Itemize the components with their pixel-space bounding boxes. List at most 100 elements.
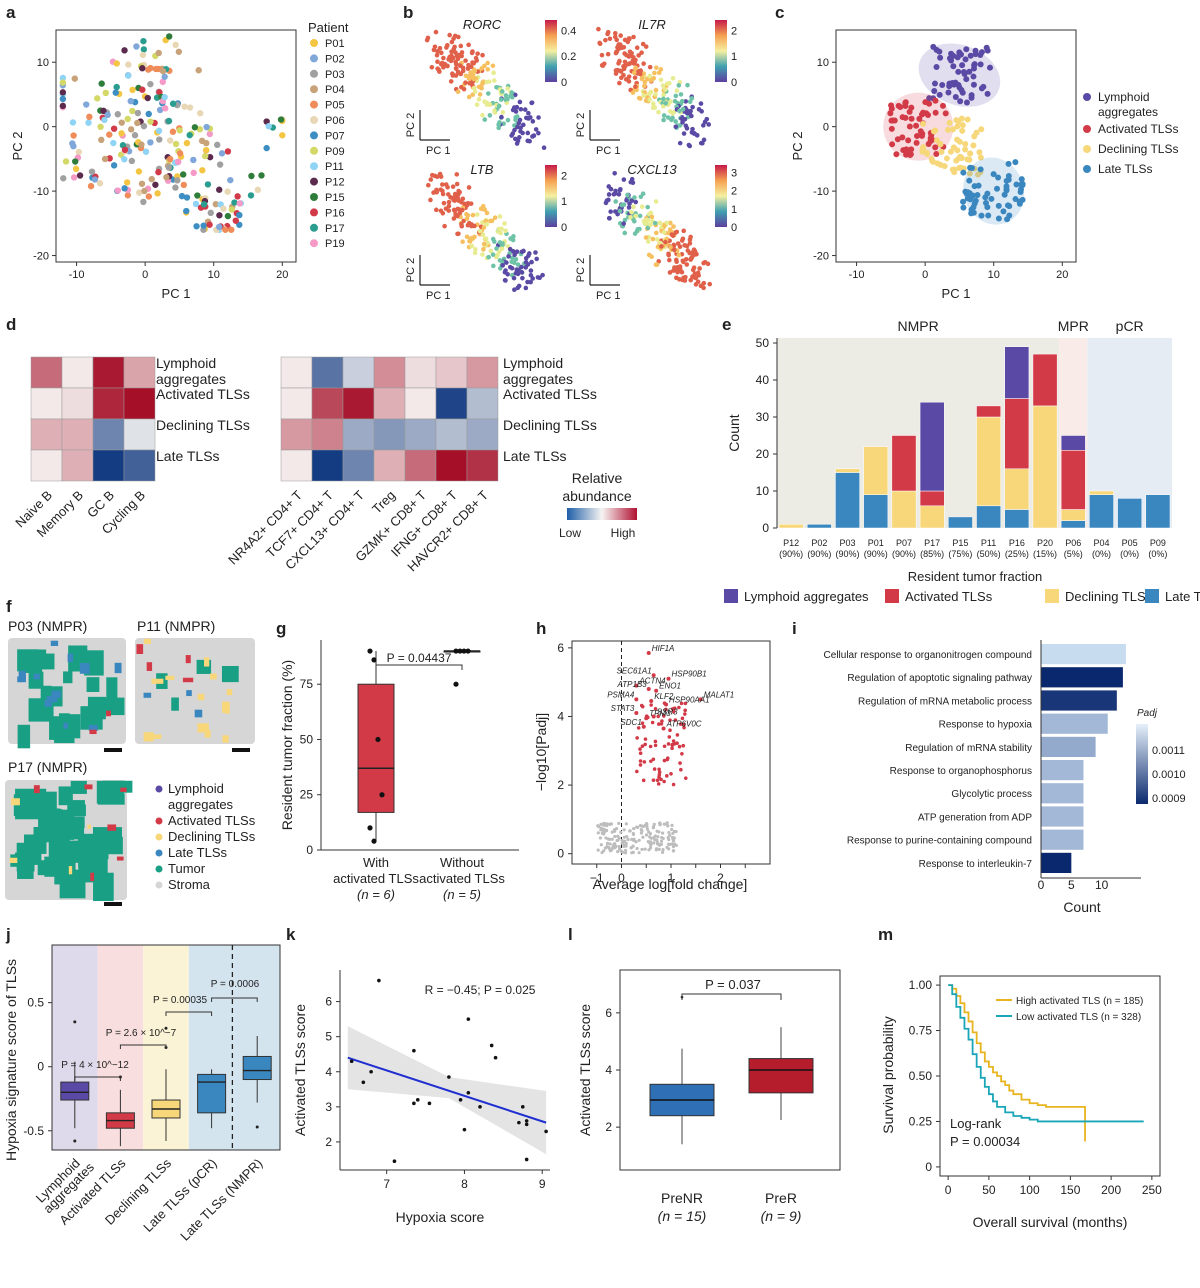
tissue-region (88, 724, 98, 732)
colorbar (567, 508, 637, 520)
data-point (265, 123, 272, 130)
gene-label: SSR3 (657, 707, 678, 716)
data-point (948, 57, 955, 64)
data-point (161, 73, 168, 80)
data-point (920, 120, 927, 127)
data-point (602, 849, 606, 853)
data-point (603, 37, 608, 43)
gene-point (661, 726, 666, 731)
legend-entry: Declining TLSs (168, 829, 256, 844)
data-point (178, 192, 186, 200)
data-point (627, 49, 633, 55)
legend-high: High (611, 526, 636, 540)
scale-bar (104, 748, 122, 752)
data-point (621, 177, 627, 182)
data-point (453, 648, 459, 654)
category-label: Response to interleukin-7 (919, 859, 1033, 870)
data-point (978, 49, 985, 56)
data-point (169, 128, 177, 135)
data-point (1013, 181, 1020, 188)
bar-segment (863, 494, 889, 529)
data-point (978, 126, 985, 133)
data-point (692, 271, 698, 276)
legend-marker (310, 146, 318, 155)
data-point (617, 208, 623, 214)
data-point (412, 1101, 416, 1106)
data-point (513, 117, 518, 123)
data-point (224, 188, 231, 195)
legend-entry: P07 (325, 130, 345, 142)
data-point (673, 257, 679, 263)
data-point (203, 123, 210, 131)
x-tick-label: 0 (142, 269, 148, 281)
data-point (515, 262, 521, 267)
data-point (624, 198, 629, 203)
y-tick-label: 0.25 (909, 1114, 933, 1128)
data-point (496, 103, 502, 109)
outlier (255, 1125, 259, 1129)
data-point (671, 242, 677, 248)
data-point (485, 60, 490, 66)
data-point (644, 822, 649, 826)
tissue-region (221, 665, 239, 683)
colorbar (1136, 724, 1148, 804)
data-point (647, 848, 651, 852)
category-label: Regulation of mRNA metabolic process (858, 696, 1032, 707)
bar-segment (919, 401, 945, 492)
heat-cell (280, 449, 313, 482)
data-point (679, 98, 685, 104)
data-point (59, 89, 67, 96)
data-point (695, 279, 701, 285)
data-point (491, 70, 496, 76)
data-point (995, 202, 1002, 209)
tissue-region (103, 836, 123, 855)
data-point (167, 155, 174, 163)
data-point (498, 97, 504, 102)
legend-entry: P12 (325, 177, 345, 189)
data-point (667, 238, 672, 244)
gene-point (646, 687, 651, 692)
data-point (955, 68, 962, 75)
data-point (494, 84, 499, 90)
data-point (605, 31, 610, 37)
data-point (183, 194, 191, 201)
data-point (127, 97, 134, 105)
data-point (425, 35, 431, 41)
data-point (657, 847, 661, 851)
data-point (437, 69, 442, 74)
data-point (673, 718, 678, 722)
data-point (635, 846, 639, 851)
data-point (528, 279, 533, 285)
data-point (960, 169, 967, 176)
category-label: Response to hypoxia (939, 720, 1033, 731)
data-point (72, 165, 80, 173)
data-point (656, 835, 660, 839)
data-point (691, 265, 697, 270)
data-point (473, 246, 478, 252)
panel-label-h: h (536, 619, 546, 638)
data-point (671, 782, 676, 787)
data-point (367, 648, 373, 654)
data-point (218, 150, 226, 157)
data-point (939, 102, 946, 109)
data-point (689, 113, 694, 119)
heat-cell (404, 387, 437, 420)
legend-marker (310, 131, 318, 140)
data-point (597, 40, 602, 46)
data-point (139, 65, 146, 72)
data-point (678, 92, 684, 97)
x-tick-label: P01 (868, 538, 884, 548)
data-point (474, 102, 480, 107)
row-label: aggregates (156, 371, 226, 387)
data-point (645, 827, 650, 831)
data-point (649, 836, 653, 840)
x-tick-label: 0 (945, 1183, 952, 1197)
tissue-region (151, 678, 164, 684)
y-tick-label: 0.50 (909, 1069, 933, 1083)
panel-label-g: g (276, 619, 286, 638)
x-tick-label: activated TLSs (333, 871, 419, 886)
data-point (683, 701, 688, 706)
data-point (479, 85, 484, 91)
colorbar-label: 0.4 (561, 25, 576, 37)
data-point (453, 65, 459, 71)
